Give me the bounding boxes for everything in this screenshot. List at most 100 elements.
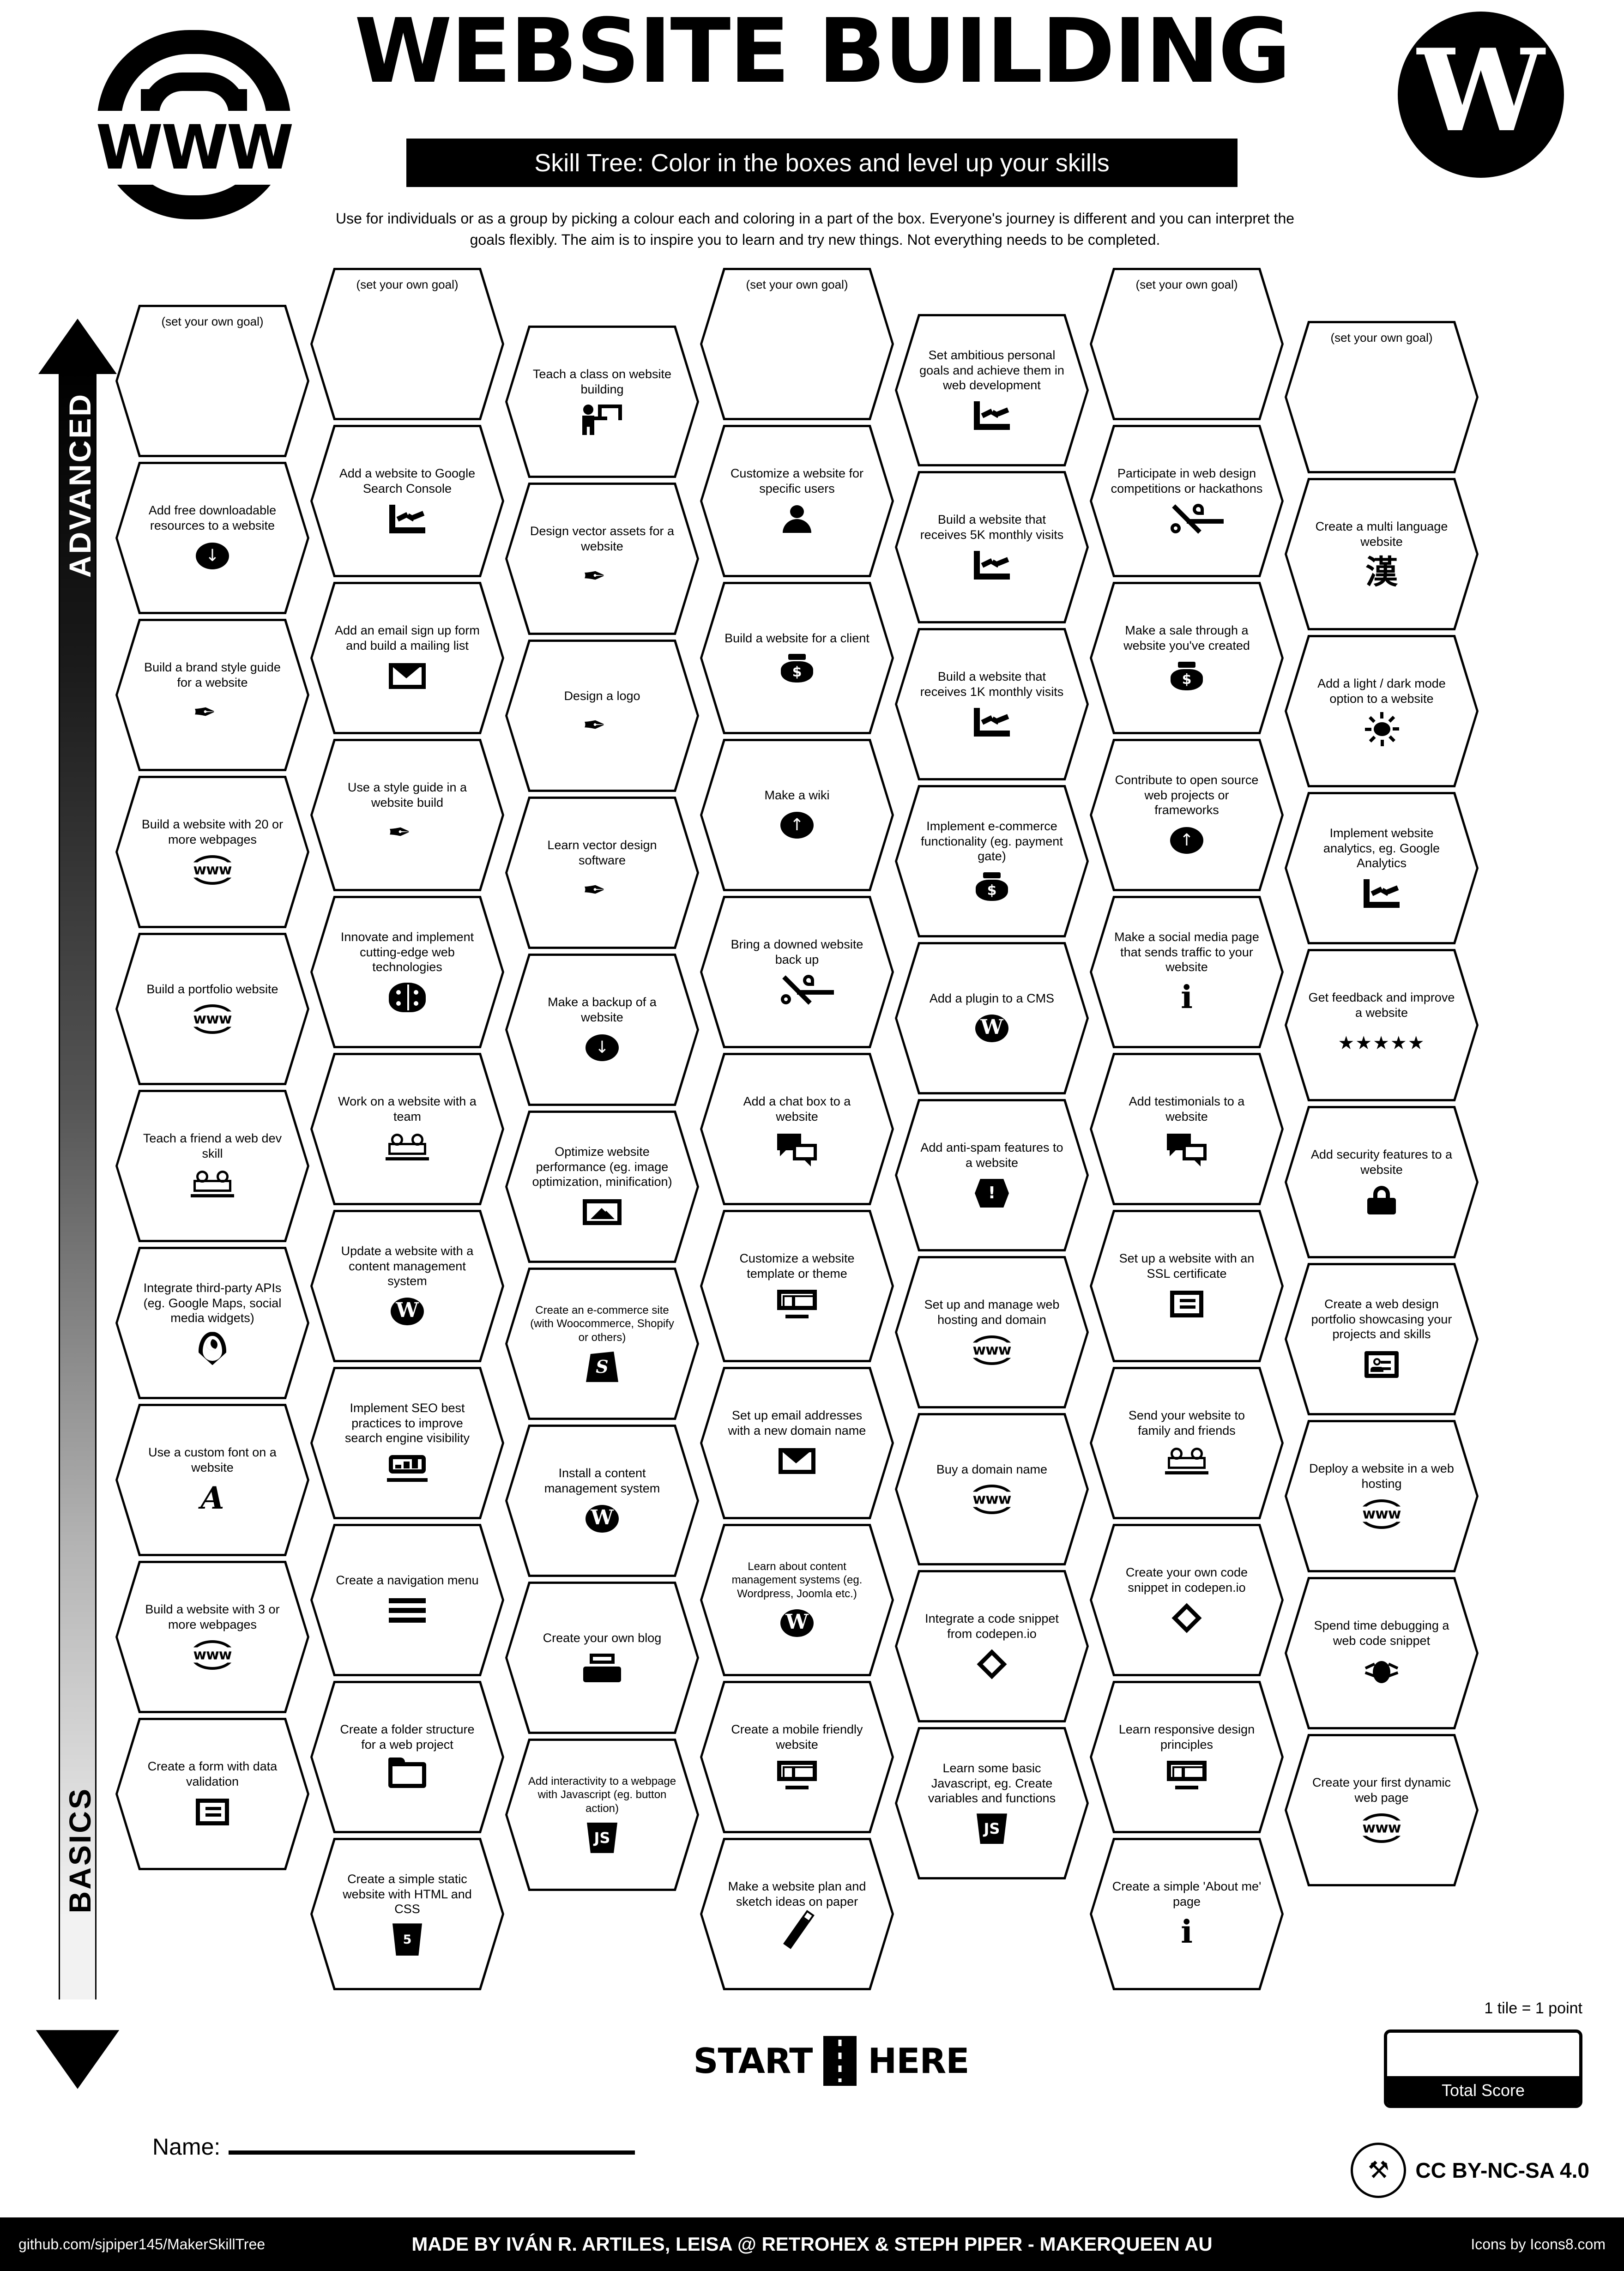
skill-tile[interactable]: Add a chat box to a website	[700, 1053, 894, 1205]
skill-tile[interactable]: Deploy a website in a web hosting www	[1285, 1420, 1479, 1572]
skill-tile[interactable]: Customize a website template or theme	[700, 1210, 894, 1362]
skill-tile[interactable]: Add interactivity to a webpage with Java…	[505, 1739, 699, 1891]
total-score-label: Total Score	[1387, 2076, 1579, 2105]
skill-tile[interactable]: Learn responsive design principles	[1090, 1681, 1284, 1833]
skill-tile[interactable]: Set up a website with an SSL certificate	[1090, 1210, 1284, 1362]
skill-tile-body: Create a mobile friendly website	[702, 1683, 892, 1831]
skill-tile[interactable]: Build a website with 20 or more webpages…	[115, 776, 309, 928]
skill-tile[interactable]: Install a content management system W	[505, 1425, 699, 1577]
skill-tile[interactable]: Teach a class on website building	[505, 326, 699, 478]
skill-tile-body: (set your own goal)	[1092, 270, 1281, 418]
skill-tile[interactable]: Use a style guide in a website build ✒	[310, 739, 504, 891]
skill-tile[interactable]: Create a multi language website 漢	[1285, 478, 1479, 630]
skill-tile[interactable]: Buy a domain name www	[895, 1413, 1089, 1565]
skill-tile[interactable]: Learn about content management systems (…	[700, 1524, 894, 1676]
skill-tile[interactable]: Learn vector design software ✒	[505, 797, 699, 949]
skill-tile[interactable]: Add free downloadable resources to a web…	[115, 462, 309, 614]
page-title: WEBSITE BUILDING	[354, 0, 1291, 103]
skill-tile[interactable]: Create an e-commerce site (with Woocomme…	[505, 1268, 699, 1420]
skill-tile[interactable]: Build a website for a client $	[700, 582, 894, 734]
name-field-row[interactable]: Name:	[152, 2133, 635, 2160]
skill-tile[interactable]: (set your own goal)	[310, 268, 504, 420]
skill-tile[interactable]: Build a website that receives 5K monthly…	[895, 471, 1089, 623]
skill-tile[interactable]: Create your own blog	[505, 1582, 699, 1734]
skill-tile-icon-slot: www	[190, 1002, 235, 1036]
skill-tile[interactable]: (set your own goal)	[115, 305, 309, 457]
skill-tile[interactable]: Add a light / dark mode option to a webs…	[1285, 635, 1479, 787]
skill-tile[interactable]: Send your website to family and friends	[1090, 1367, 1284, 1519]
skill-tile[interactable]: Create a mobile friendly website	[700, 1681, 894, 1833]
skill-tile[interactable]: Make a website plan and sketch ideas on …	[700, 1838, 894, 1990]
skill-tile[interactable]: Add security features to a website	[1285, 1106, 1479, 1258]
skill-tile[interactable]: Create a navigation menu	[310, 1524, 504, 1676]
skill-tile[interactable]: Integrate third-party APIs (eg. Google M…	[115, 1247, 309, 1399]
skill-tile[interactable]: Implement website analytics, eg. Google …	[1285, 792, 1479, 944]
info-icon: i	[1181, 979, 1193, 1016]
skill-tile[interactable]: Create a simple 'About me' page i	[1090, 1838, 1284, 1990]
skill-tile-icon-slot: ↓	[196, 539, 229, 573]
skill-tile[interactable]: Implement e-commerce functionality (eg. …	[895, 785, 1089, 937]
name-input-line[interactable]	[229, 2150, 635, 2155]
skill-tile[interactable]: Implement SEO best practices to improve …	[310, 1367, 504, 1519]
skill-tile[interactable]: Participate in web design competitions o…	[1090, 425, 1284, 577]
skill-tile[interactable]: Work on a website with a team	[310, 1053, 504, 1205]
github-link[interactable]: github.com/sjpiper145/MakerSkillTree	[18, 2235, 266, 2253]
skill-tile[interactable]: Design vector assets for a website ✒	[505, 483, 699, 635]
skill-tile[interactable]: Create a simple static website with HTML…	[310, 1838, 504, 1990]
skill-tile[interactable]: Add anti-spam features to a website!	[895, 1099, 1089, 1251]
total-score-box[interactable]: Total Score	[1384, 2029, 1582, 2108]
skill-tile[interactable]: Make a backup of a website ↓	[505, 954, 699, 1106]
page-header: WWW WEBSITE BUILDING Skill Tree: Color i…	[0, 0, 1624, 277]
skill-tile[interactable]: Customize a website for specific users	[700, 425, 894, 577]
skill-tile-body: Add security features to a website	[1287, 1108, 1476, 1256]
skill-tile-label: Bring a downed website back up	[730, 937, 863, 966]
credits-text: MADE BY IVÁN R. ARTILES, LEISA @ RETROHE…	[411, 2233, 1213, 2255]
skill-tile[interactable]: Learn some basic Javascript, eg. Create …	[895, 1727, 1089, 1879]
skill-tile-icon-slot	[583, 1651, 621, 1685]
skill-tile[interactable]: Create your first dynamic web page www	[1285, 1734, 1479, 1886]
skill-tile[interactable]: Update a website with a content manageme…	[310, 1210, 504, 1362]
skill-tile-body: Learn about content management systems (…	[702, 1526, 892, 1674]
skill-tile[interactable]: Set ambitious personal goals and achieve…	[895, 314, 1089, 466]
skill-tile[interactable]: Build a website with 3 or more webpages w…	[115, 1561, 309, 1713]
skill-tile[interactable]: Make a wiki ↑	[700, 739, 894, 891]
skill-tile[interactable]: Add an email sign up form and build a ma…	[310, 582, 504, 734]
start-label: START	[693, 2041, 813, 2081]
skill-tile-label: Learn vector design software	[547, 838, 657, 867]
skill-tile[interactable]: Spend time debugging a web code snippet	[1285, 1577, 1479, 1729]
skill-tile-label: Create your first dynamic web page	[1312, 1776, 1451, 1805]
skill-tile[interactable]: Optimize website performance (eg. image …	[505, 1111, 699, 1263]
skill-tile[interactable]: Add testimonials to a website	[1090, 1053, 1284, 1205]
skill-tile[interactable]: Contribute to open source web projects o…	[1090, 739, 1284, 891]
skill-tile[interactable]: (set your own goal)	[1285, 321, 1479, 473]
skill-tile[interactable]: Create a form with data validation	[115, 1718, 309, 1870]
skill-tile-icon-slot: ✒	[388, 816, 427, 850]
skill-tile[interactable]: Use a custom font on a website A	[115, 1404, 309, 1556]
skill-tile[interactable]: Set up and manage web hosting and domain…	[895, 1256, 1089, 1408]
skill-tile-label: Set ambitious personal goals and achieve…	[919, 348, 1064, 393]
skill-tile[interactable]: Design a logo ✒	[505, 640, 699, 792]
skill-tile[interactable]: Build a portfolio website www	[115, 933, 309, 1085]
skill-tile[interactable]: Set up email addresses with a new domain…	[700, 1367, 894, 1519]
skill-tile[interactable]: Make a sale through a website you've cre…	[1090, 582, 1284, 734]
skill-tile[interactable]: Get feedback and improve a website ★★★★★	[1285, 949, 1479, 1101]
skill-tile[interactable]: (set your own goal)	[1090, 268, 1284, 420]
skill-tile[interactable]: Bring a downed website back up	[700, 896, 894, 1048]
skill-tile[interactable]: Create a folder structure for a web proj…	[310, 1681, 504, 1833]
skill-tile[interactable]: Create a web design portfolio showcasing…	[1285, 1263, 1479, 1415]
skill-tile[interactable]: Innovate and implement cutting-edge web …	[310, 896, 504, 1048]
monitor-layout-icon	[777, 1289, 817, 1318]
www-globe-icon: www	[190, 855, 235, 885]
skill-tile[interactable]: (set your own goal)	[700, 268, 894, 420]
skill-tile[interactable]: Create your own code snippet in codepen.…	[1090, 1524, 1284, 1676]
skill-tile[interactable]: Make a social media page that sends traf…	[1090, 896, 1284, 1048]
skill-tile[interactable]: Integrate a code snippet from codepen.io	[895, 1570, 1089, 1722]
skill-tile[interactable]: Add a website to Google Search Console	[310, 425, 504, 577]
skill-tile[interactable]: Build a website that receives 1K monthly…	[895, 628, 1089, 780]
skill-tile[interactable]: Add a plugin to a CMS W	[895, 942, 1089, 1094]
skill-tile-icon-slot: www	[970, 1333, 1014, 1367]
skill-tile-icon-slot: !	[975, 1176, 1009, 1210]
skill-tile[interactable]: Teach a friend a web dev skill	[115, 1090, 309, 1242]
skill-tile-icon-slot: ↓	[586, 1031, 619, 1065]
skill-tile[interactable]: Build a brand style guide for a website ✒	[115, 619, 309, 771]
